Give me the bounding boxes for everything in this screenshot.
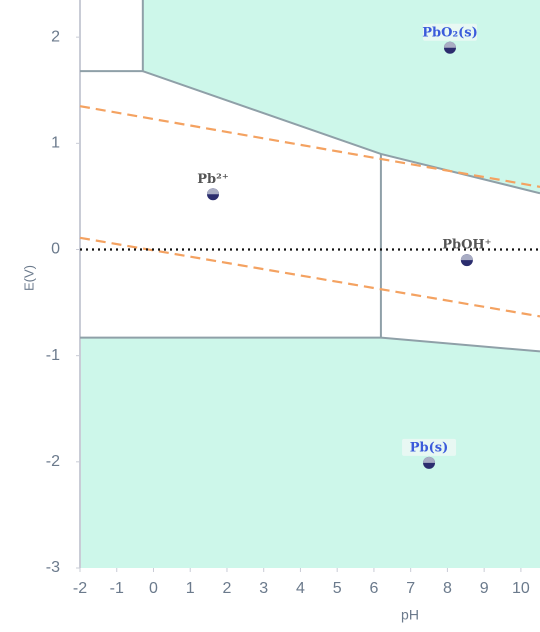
boundary-line xyxy=(80,336,540,353)
y-tick-label: -1 xyxy=(46,347,60,364)
x-tick-label: 8 xyxy=(443,580,452,597)
x-tick-label: 7 xyxy=(406,580,415,597)
y-tick-label: 2 xyxy=(51,28,60,45)
point-top xyxy=(207,188,220,195)
x-tick-label: 6 xyxy=(369,580,378,597)
point-top xyxy=(443,41,456,48)
x-tick-label: 3 xyxy=(259,580,268,597)
y-axis-label: E(V) xyxy=(21,265,36,291)
x-tick-label: -1 xyxy=(110,580,124,597)
x-tick-label: 2 xyxy=(223,580,232,597)
x-tick-label: 1 xyxy=(186,580,195,597)
x-tick-label: 0 xyxy=(149,580,158,597)
boundary-line xyxy=(79,236,540,318)
x-tick-label: 5 xyxy=(333,580,342,597)
x-tick-label: 10 xyxy=(512,580,530,597)
x-tick-label: 9 xyxy=(480,580,489,597)
region xyxy=(80,337,540,568)
y-tick-label: -2 xyxy=(46,453,60,470)
y-tick-label: 0 xyxy=(51,241,60,258)
point-top xyxy=(423,456,436,463)
point-label: PbO₂(s) xyxy=(422,25,478,40)
point-label: PbOH⁺ xyxy=(442,238,491,253)
label-bg xyxy=(422,23,477,41)
boundary-line xyxy=(79,105,540,188)
region xyxy=(142,0,540,194)
label-bg xyxy=(402,438,457,456)
x-tick-label: 4 xyxy=(296,580,305,597)
x-axis-label: pH xyxy=(401,607,419,623)
y-tick-label: -3 xyxy=(46,559,60,576)
x-tick-label: -2 xyxy=(73,580,87,597)
point-top xyxy=(460,254,473,261)
point-label: Pb²⁺ xyxy=(197,172,228,187)
y-tick-label: 1 xyxy=(51,135,60,152)
point-label: Pb(s) xyxy=(410,440,449,455)
